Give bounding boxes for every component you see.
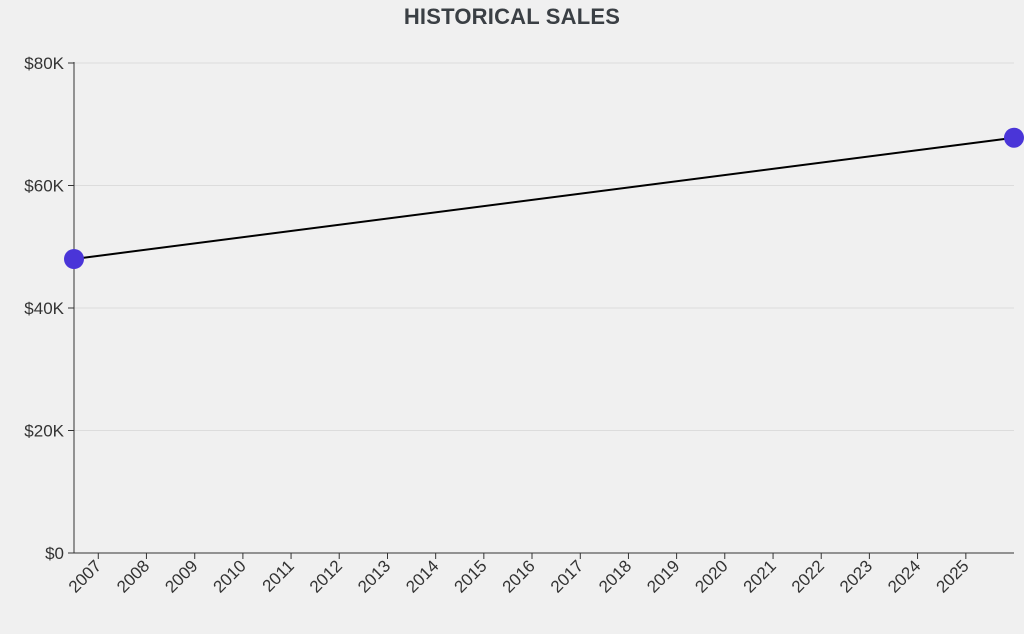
x-tick-label: 2016 bbox=[499, 556, 539, 596]
y-tick-label: $80K bbox=[24, 54, 64, 73]
y-tick-label: $20K bbox=[24, 422, 64, 441]
y-axis-ticks: $0 $20K $40K $60K $80K bbox=[24, 54, 74, 563]
series bbox=[64, 127, 1024, 269]
x-tick-label: 2013 bbox=[354, 556, 394, 596]
x-tick-label: 2021 bbox=[740, 556, 780, 596]
x-tick-label: 2025 bbox=[932, 556, 972, 596]
x-tick-label: 2019 bbox=[643, 556, 683, 596]
y-tick-label: $0 bbox=[45, 544, 64, 563]
data-point[interactable] bbox=[1004, 127, 1024, 148]
x-tick-label: 2015 bbox=[450, 556, 490, 596]
x-axis-ticks: 2007 2008 2009 2010 2011 2012 2013 2014 2015 2016… bbox=[65, 553, 973, 597]
series-line bbox=[73, 136, 1015, 260]
x-tick-label: 2017 bbox=[547, 556, 587, 596]
x-tick-label: 2008 bbox=[113, 556, 153, 596]
x-tick-label: 2020 bbox=[691, 556, 731, 596]
x-tick-label: 2022 bbox=[788, 556, 828, 596]
y-tick-label: $60K bbox=[24, 177, 64, 196]
data-point[interactable] bbox=[64, 249, 84, 269]
y-tick-label: $40K bbox=[24, 299, 64, 318]
x-tick-label: 2012 bbox=[306, 556, 346, 596]
x-tick-label: 2014 bbox=[402, 556, 442, 596]
x-tick-label: 2007 bbox=[65, 556, 105, 596]
x-tick-label: 2011 bbox=[259, 556, 298, 595]
x-tick-label: 2018 bbox=[595, 556, 635, 596]
x-tick-label: 2009 bbox=[161, 556, 201, 596]
grid-lines bbox=[74, 62, 1014, 431]
chart-title: HISTORICAL SALES bbox=[403, 4, 621, 29]
x-tick-label: 2023 bbox=[836, 556, 876, 596]
x-tick-label: 2024 bbox=[884, 556, 924, 596]
x-tick-label: 2010 bbox=[210, 556, 250, 596]
